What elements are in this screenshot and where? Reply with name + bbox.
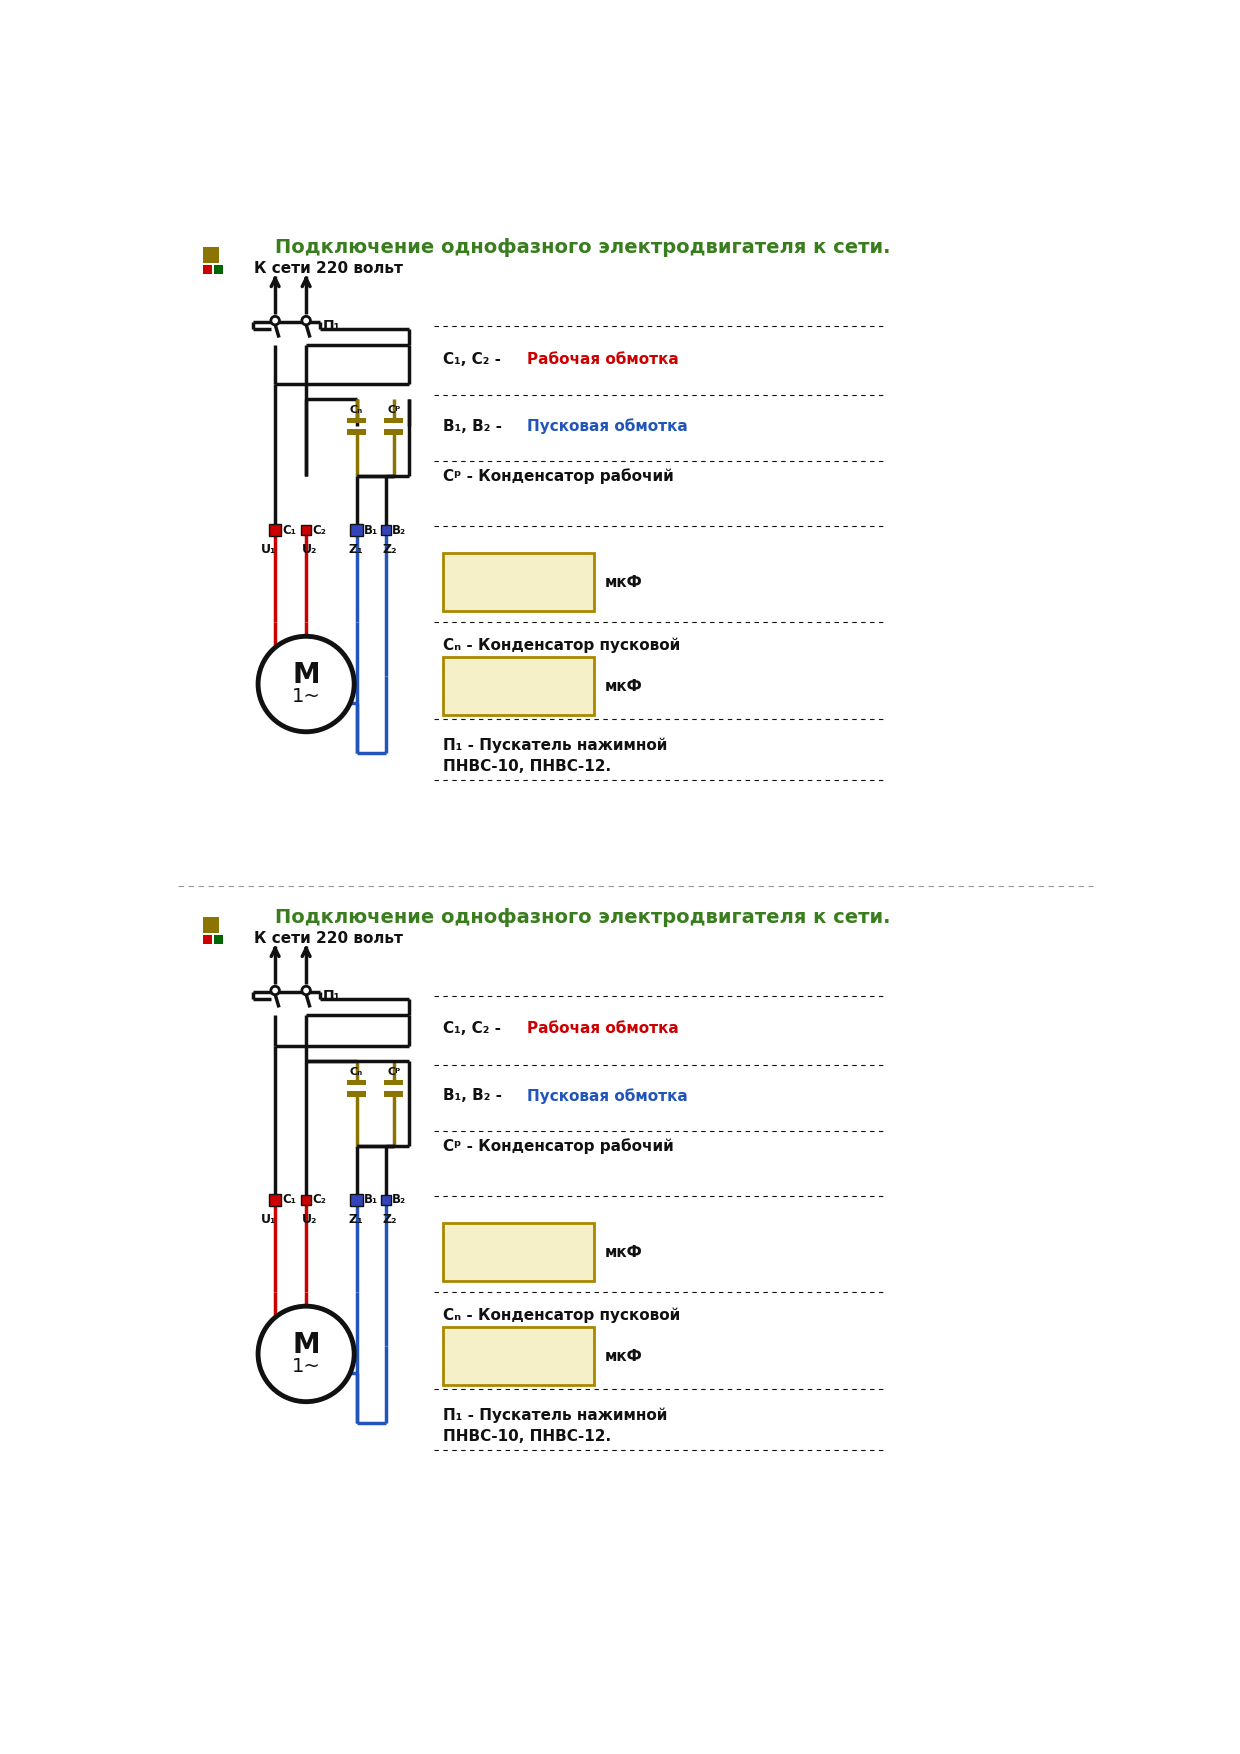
- Bar: [269, 524, 281, 537]
- Text: B₂: B₂: [392, 1193, 407, 1207]
- Text: U₂: U₂: [303, 542, 317, 556]
- Text: С₁, С₂ -: С₁, С₂ -: [444, 351, 507, 367]
- Circle shape: [258, 1307, 355, 1401]
- Text: Рабочая обмотка: Рабочая обмотка: [527, 1021, 678, 1037]
- Text: П₁ - Пускатель нажимной: П₁ - Пускатель нажимной: [444, 1408, 667, 1422]
- Bar: [203, 265, 212, 274]
- Text: 1~: 1~: [291, 688, 320, 705]
- Text: мкФ: мкФ: [605, 575, 642, 589]
- Circle shape: [270, 316, 279, 324]
- Text: Cₙ: Cₙ: [350, 405, 363, 416]
- Text: П₁ - Пускатель нажимной: П₁ - Пускатель нажимной: [444, 738, 667, 754]
- Text: Cᵖ: Cᵖ: [387, 1066, 401, 1077]
- Text: 1~: 1~: [291, 1358, 320, 1375]
- Bar: [215, 265, 223, 274]
- Bar: [384, 417, 403, 423]
- Text: ПНВС-10, ПНВС-12.: ПНВС-10, ПНВС-12.: [444, 759, 611, 774]
- Text: Сₙ - Конденсатор пусковой: Сₙ - Конденсатор пусковой: [444, 638, 681, 652]
- Text: C₂: C₂: [312, 1193, 326, 1207]
- Text: мкФ: мкФ: [605, 679, 642, 695]
- Text: B₁: B₁: [363, 1193, 378, 1207]
- Text: Сᵖ - Конденсатор рабочий: Сᵖ - Конденсатор рабочий: [444, 468, 675, 484]
- Text: U₁: U₁: [262, 1212, 277, 1226]
- Text: U₂: U₂: [303, 1212, 317, 1226]
- Bar: [381, 524, 391, 535]
- Text: Подключение однофазного электродвигателя к сети.: Подключение однофазного электродвигателя…: [275, 239, 890, 256]
- Bar: [384, 1091, 403, 1096]
- Bar: [215, 935, 223, 944]
- Text: мкФ: мкФ: [605, 1245, 642, 1259]
- Bar: [384, 430, 403, 435]
- Bar: [301, 1194, 311, 1205]
- Circle shape: [301, 986, 310, 995]
- Text: Рабочая обмотка: Рабочая обмотка: [527, 351, 678, 367]
- Text: ПНВС-10, ПНВС-12.: ПНВС-10, ПНВС-12.: [444, 1430, 611, 1444]
- Text: Z₂: Z₂: [382, 542, 397, 556]
- Text: Сₙ - Конденсатор пусковой: Сₙ - Конденсатор пусковой: [444, 1308, 681, 1323]
- Text: U₁: U₁: [262, 542, 277, 556]
- Text: К сети 220 вольт: К сети 220 вольт: [254, 261, 403, 275]
- Bar: [347, 1091, 366, 1096]
- Text: B₂: B₂: [392, 523, 407, 537]
- Text: Cₙ: Cₙ: [350, 1066, 363, 1077]
- Bar: [444, 1223, 594, 1280]
- Circle shape: [301, 316, 310, 324]
- Bar: [347, 1080, 366, 1086]
- Bar: [444, 658, 594, 716]
- Bar: [444, 1328, 594, 1384]
- Bar: [203, 935, 212, 944]
- Text: мкФ: мкФ: [605, 1349, 642, 1365]
- Text: Сᵖ - Конденсатор рабочий: Сᵖ - Конденсатор рабочий: [444, 1138, 675, 1154]
- Text: С₁, С₂ -: С₁, С₂ -: [444, 1021, 507, 1037]
- Text: В₁, В₂ -: В₁, В₂ -: [444, 1089, 507, 1103]
- Bar: [351, 1194, 362, 1207]
- Text: М: М: [293, 661, 320, 689]
- Text: В₁, В₂ -: В₁, В₂ -: [444, 419, 507, 433]
- Bar: [347, 430, 366, 435]
- Text: М: М: [293, 1331, 320, 1359]
- Text: B₁: B₁: [363, 523, 378, 537]
- Bar: [351, 524, 362, 537]
- Circle shape: [258, 637, 355, 731]
- Bar: [301, 524, 311, 535]
- Text: C₁: C₁: [283, 1193, 296, 1207]
- Bar: [269, 1194, 281, 1207]
- Text: Z₁: Z₁: [348, 1212, 363, 1226]
- Bar: [347, 417, 366, 423]
- Text: Z₁: Z₁: [348, 542, 363, 556]
- Text: Cᵖ: Cᵖ: [387, 405, 401, 416]
- Text: П₁: П₁: [324, 989, 341, 1003]
- Text: Пусковая обмотка: Пусковая обмотка: [527, 417, 688, 433]
- Bar: [381, 1194, 391, 1205]
- Text: Z₂: Z₂: [382, 1212, 397, 1226]
- Bar: [384, 1080, 403, 1086]
- Text: Пусковая обмотка: Пусковая обмотка: [527, 1087, 688, 1103]
- Text: C₂: C₂: [312, 523, 326, 537]
- Bar: [203, 917, 218, 933]
- Text: C₁: C₁: [283, 523, 296, 537]
- Circle shape: [270, 986, 279, 995]
- Text: Подключение однофазного электродвигателя к сети.: Подключение однофазного электродвигателя…: [275, 909, 890, 926]
- Text: К сети 220 вольт: К сети 220 вольт: [254, 931, 403, 945]
- Text: П₁: П₁: [324, 319, 341, 333]
- Bar: [444, 553, 594, 610]
- Bar: [203, 247, 218, 263]
